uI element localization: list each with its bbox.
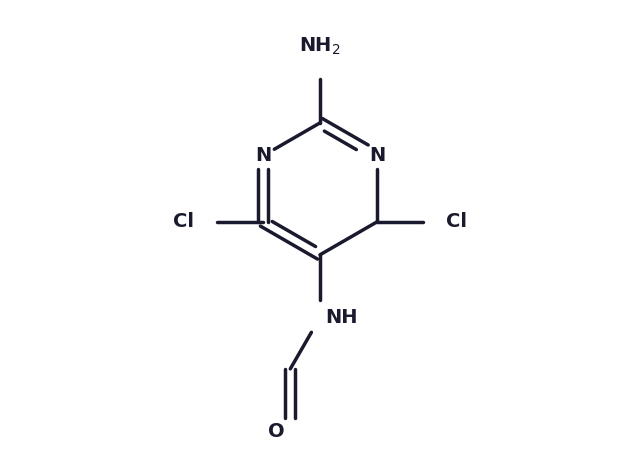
Text: N: N bbox=[255, 146, 271, 165]
Text: Cl: Cl bbox=[446, 212, 467, 231]
Text: O: O bbox=[268, 422, 285, 441]
Text: Cl: Cl bbox=[173, 212, 194, 231]
Text: N: N bbox=[369, 146, 385, 165]
Text: NH: NH bbox=[325, 308, 358, 327]
Text: NH$_2$: NH$_2$ bbox=[300, 36, 340, 57]
